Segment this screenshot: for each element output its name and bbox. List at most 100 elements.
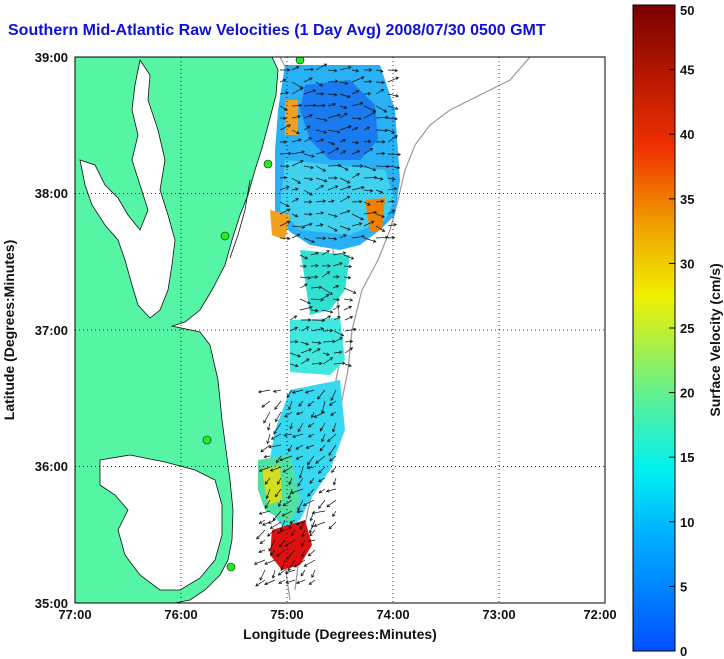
velocity-arrow	[279, 140, 288, 144]
plot-border	[74, 56, 606, 604]
y-tick-label: 37:00	[35, 323, 68, 338]
velocity-arrow	[363, 111, 377, 119]
velocity-arrow	[321, 287, 333, 295]
velocity-arrow	[315, 211, 325, 215]
velocity-arrow	[255, 579, 266, 587]
velocity-arrow	[258, 466, 271, 472]
velocity-arrow	[290, 488, 304, 494]
velocity-arrow	[264, 499, 271, 509]
velocity-arrow	[387, 116, 398, 121]
velocity-arrow	[318, 488, 326, 494]
velocity-arrow	[272, 510, 282, 521]
velocity-arrow	[343, 298, 354, 302]
velocity-arrow	[276, 529, 286, 535]
velocity-arrow	[327, 147, 340, 155]
velocity-arrow	[297, 477, 304, 487]
colorbar-tick-label: 15	[680, 450, 694, 465]
velocity-arrow	[332, 297, 341, 302]
velocity-arrow	[311, 519, 316, 529]
velocity-arrow	[333, 330, 345, 337]
velocity-arrow	[308, 579, 316, 585]
velocity-arrow	[271, 569, 276, 579]
velocity-arrow	[315, 455, 326, 464]
velocity-arrow	[332, 251, 347, 256]
velocity-arrow	[344, 316, 354, 321]
velocity-arrow	[315, 63, 328, 71]
velocity-arrow	[264, 477, 271, 485]
velocity-arrow	[339, 93, 351, 99]
velocity-arrow	[310, 275, 319, 279]
velocity-arrow	[297, 422, 304, 433]
velocity-arrow	[343, 305, 353, 311]
velocity-arrow	[278, 579, 286, 584]
velocity-arrow	[351, 234, 366, 239]
radar-station	[202, 435, 212, 445]
velocity-arrow	[375, 105, 388, 113]
velocity-arrow	[258, 519, 266, 524]
velocity-arrow	[263, 455, 271, 459]
x-tick-label: 74:00	[376, 607, 409, 622]
velocity-arrow	[279, 124, 292, 131]
velocity-arrow	[330, 389, 337, 402]
velocity-arrow	[257, 389, 271, 394]
velocity-arrow	[279, 236, 291, 241]
velocity-arrow	[291, 138, 302, 143]
velocity-arrow	[333, 361, 346, 366]
velocity-arrow	[351, 186, 365, 191]
velocity-arrow	[317, 389, 326, 400]
velocity-arrow	[321, 264, 331, 268]
velocity-arrow	[274, 400, 282, 410]
velocity-arrow	[332, 285, 340, 289]
velocity-arrow	[303, 137, 312, 143]
coastal-water	[229, 179, 251, 259]
velocity-arrow	[307, 422, 315, 428]
map-title: Southern Mid-Atlantic Raw Velocities (1 …	[8, 22, 546, 39]
velocity-arrow	[263, 411, 271, 424]
velocity-arrow	[279, 151, 292, 156]
velocity-arrow	[299, 254, 309, 260]
velocity-arrow	[269, 549, 276, 556]
velocity-arrow	[259, 569, 266, 581]
velocity-arrow	[311, 327, 325, 332]
velocity-arrow	[301, 539, 306, 547]
velocity-arrow	[375, 69, 384, 73]
velocity-arrow	[311, 361, 323, 366]
velocity-arrow	[321, 433, 326, 443]
velocity-arrow	[303, 212, 313, 216]
velocity-arrow	[307, 400, 315, 407]
velocity-arrow	[351, 213, 364, 221]
velocity-arrow	[318, 499, 326, 509]
velocity-arrow	[375, 128, 389, 133]
velocity-arrow	[375, 189, 384, 194]
pamlico-sound	[99, 454, 223, 591]
velocity-arrow	[301, 529, 306, 538]
velocity-arrow	[289, 315, 298, 321]
velocity-arrow	[322, 352, 330, 356]
velocity-arrow	[322, 315, 332, 321]
velocity-arrow	[298, 400, 304, 407]
velocity-arrow	[375, 140, 386, 144]
velocity-arrow	[327, 113, 341, 119]
velocity-arrow	[295, 455, 304, 460]
velocity-arrow	[375, 213, 385, 218]
velocity-arrow	[387, 93, 399, 98]
y-tick-label: 39:00	[35, 50, 68, 65]
velocity-arrow	[339, 150, 347, 155]
velocity-arrow	[344, 339, 354, 344]
velocity-arrow	[309, 477, 315, 484]
radar-station	[295, 57, 305, 65]
colorbar-tick-label: 10	[680, 515, 694, 530]
velocity-arrow	[343, 264, 353, 269]
velocity-arrow	[351, 164, 364, 168]
velocity-arrow	[296, 509, 304, 514]
velocity-arrow	[267, 422, 271, 431]
velocity-arrow	[339, 125, 352, 131]
velocity-arrow	[259, 539, 266, 544]
velocity-arrow	[343, 254, 355, 260]
velocity-arrow	[321, 250, 330, 256]
velocity-arrow	[303, 67, 315, 72]
velocity-arrow	[305, 444, 315, 449]
velocity-arrow	[315, 184, 325, 191]
velocity-arrow	[327, 185, 339, 191]
velocity-arrow	[315, 138, 325, 143]
